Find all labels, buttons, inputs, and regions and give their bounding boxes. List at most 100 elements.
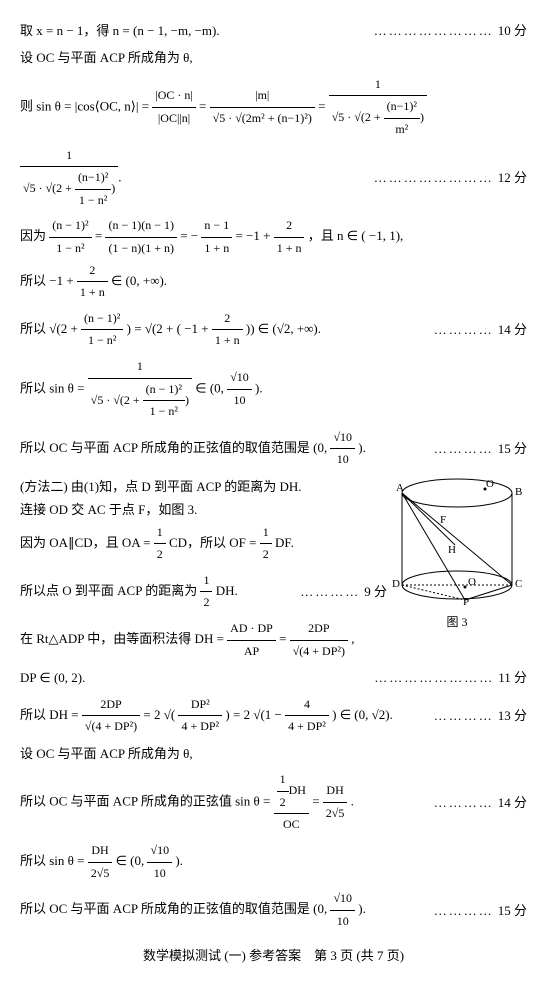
n: DH <box>323 780 348 803</box>
text: 所以 OC 与平面 ACP 所成角的正弦值的取值范围是 (0, √1010 ). <box>20 427 430 471</box>
t: ). <box>358 901 366 916</box>
t: ) <box>185 392 189 406</box>
frac: (n − 1)(n − 1)(1 − n)(1 + n) <box>105 215 177 259</box>
t: , <box>351 631 354 646</box>
points: 10 分 <box>498 19 527 42</box>
t: ). <box>175 853 183 868</box>
line-6: 所以 −1 + 21 + n ∈ (0, +∞). <box>20 260 527 304</box>
dots: …………………… <box>370 666 498 689</box>
t: ∈ (0, +∞). <box>111 273 167 288</box>
t: = 2 √( <box>143 707 175 722</box>
t: ) <box>420 110 424 124</box>
lbl-A: A <box>396 482 404 494</box>
text: 则 sin θ = |cos⟨OC, n⟩| = |OC · n||OC||n|… <box>20 74 527 141</box>
lbl-F: F <box>440 514 446 526</box>
line-20: 所以 OC 与平面 ACP 所成角的正弦值的取值范围是 (0, √1010 ).… <box>20 888 527 932</box>
points: 12 分 <box>498 166 527 189</box>
d: 1 − n² <box>49 238 91 260</box>
dots: ………… <box>430 899 498 922</box>
frac: 12 <box>277 769 289 813</box>
d: 1 − n² <box>75 190 111 212</box>
n: √10 <box>147 840 172 863</box>
d: 2 <box>200 592 212 614</box>
d: m² <box>384 119 420 141</box>
d: 2 <box>260 544 272 566</box>
frac: 1 √5 · √(2 + (n−1)²m²) <box>329 74 427 141</box>
points: 14 分 <box>498 318 527 341</box>
n: 1 <box>20 145 118 168</box>
frac: (n−1)²m² <box>384 96 420 140</box>
t: )) ∈ (√2, +∞). <box>246 321 321 336</box>
frac: √1010 <box>330 888 355 932</box>
line-2: 设 OC 与平面 ACP 所成角为 θ, <box>20 46 527 69</box>
n: 1 <box>154 522 166 545</box>
d: |OC||n| <box>152 108 195 130</box>
frac: n − 11 + n <box>201 215 232 259</box>
n: (n−1)² <box>384 96 420 119</box>
dots: …………………… <box>370 166 498 189</box>
n: DH <box>88 840 113 863</box>
n: 2 <box>274 215 305 238</box>
line-14: 在 Rt△ADP 中，由等面积法得 DH = AD · DPAP = 2DP√(… <box>20 618 387 662</box>
dots: ………… <box>296 580 364 603</box>
d: √5 · √(2m² + (n−1)²) <box>210 108 315 130</box>
d: 4 + DP² <box>285 716 329 738</box>
frac: 12 <box>260 522 272 566</box>
t: = − <box>180 228 201 243</box>
t: ，且 n ∈ ( −1, 1), <box>308 228 404 243</box>
lbl-B: B <box>515 486 522 498</box>
text: 所以 √(2 + (n − 1)²1 − n² ) = √(2 + ( −1 +… <box>20 308 430 352</box>
d: 2 <box>154 544 166 566</box>
frac: AD · DPAP <box>227 618 276 662</box>
d: 1 + n <box>77 282 108 304</box>
frac: 2DP√(4 + DP²) <box>82 694 140 738</box>
line-7: 所以 √(2 + (n − 1)²1 − n² ) = √(2 + ( −1 +… <box>20 308 527 352</box>
t: = −1 + <box>235 228 273 243</box>
t: . <box>118 169 121 184</box>
points: 13 分 <box>498 704 527 727</box>
d: 10 <box>330 449 355 471</box>
lbl-O1: O <box>486 478 494 490</box>
n: |OC · n| <box>152 85 195 108</box>
line-4: 1 √5 · √(2 + (n−1)²1 − n²) . …………………… 12… <box>20 145 527 212</box>
frac: (n − 1)²1 − n² <box>81 308 123 352</box>
frac: (n − 1)²1 − n² <box>49 215 91 259</box>
t: DH <box>289 783 306 797</box>
frac: 1 √5 · √(2 + (n−1)²1 − n²) <box>20 145 118 212</box>
line-12: 因为 OA∥CD，且 OA = 12 CD，所以 OF = 12 DF. <box>20 522 387 566</box>
t: 所以 sin θ = <box>20 853 88 868</box>
points: 15 分 <box>498 899 527 922</box>
d: √5 · √(2 + (n−1)²m²) <box>329 96 427 140</box>
frac: 21 + n <box>274 215 305 259</box>
text: DP ∈ (0, 2). <box>20 666 370 689</box>
lbl-C: C <box>515 578 522 590</box>
frac: (n−1)²1 − n² <box>75 167 111 211</box>
d: 10 <box>147 863 172 885</box>
frac: √1010 <box>147 840 172 884</box>
frac: 1 √5 · √(2 + (n − 1)²1 − n²) <box>88 356 192 423</box>
t: . <box>351 794 354 809</box>
t: 因为 OA∥CD，且 OA = <box>20 535 154 550</box>
d: OC <box>274 814 309 836</box>
dots: ………… <box>430 318 498 341</box>
frac: DP²4 + DP² <box>178 694 222 738</box>
t: DF. <box>275 535 294 550</box>
line-5: 因为 (n − 1)²1 − n² = (n − 1)(n − 1)(1 − n… <box>20 215 527 259</box>
frac: 12 <box>200 570 212 614</box>
d: √5 · √(2 + (n − 1)²1 − n²) <box>88 379 192 423</box>
frac: √1010 <box>227 367 252 411</box>
line-15: DP ∈ (0, 2). …………………… 11 分 <box>20 666 527 689</box>
n: √10 <box>330 427 355 450</box>
lbl-D: D <box>392 578 400 590</box>
lbl-O2: O <box>468 576 476 588</box>
t: = <box>95 228 106 243</box>
text: 1 √5 · √(2 + (n−1)²1 − n²) . <box>20 145 370 212</box>
line-10: (方法二) 由(1)知，点 D 到平面 ACP 的距离为 DH. <box>20 475 387 498</box>
n: 1 <box>260 522 272 545</box>
t: 所以 sin θ = <box>20 380 88 395</box>
t: 因为 <box>20 228 49 243</box>
line-3: 则 sin θ = |cos⟨OC, n⟩| = |OC · n||OC||n|… <box>20 74 527 141</box>
text-col: (方法二) 由(1)知，点 D 到平面 ACP 的距离为 DH. 连接 OD 交… <box>20 475 387 662</box>
t: ∈ (0, <box>116 853 148 868</box>
text: 所以 OC 与平面 ACP 所成角的正弦值的取值范围是 (0, √1010 ). <box>20 888 430 932</box>
